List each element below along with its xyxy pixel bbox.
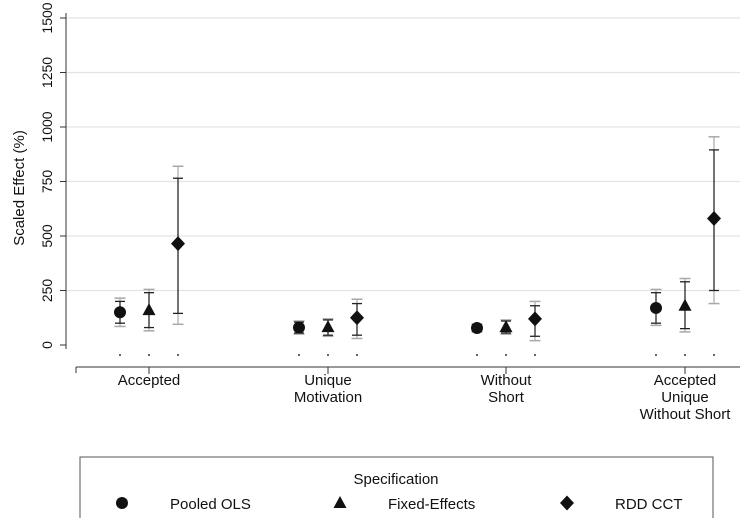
position-dot xyxy=(475,353,479,357)
legend: Specification Pooled OLS Fixed-Effects RDD… xyxy=(79,456,714,518)
series-rdd-cct xyxy=(171,136,721,357)
y-tick-label: 1250 xyxy=(39,57,55,88)
legend-entries: Pooled OLS Fixed-Effects RDD CCT xyxy=(116,495,683,513)
marker-diamond xyxy=(350,310,364,326)
position-dot xyxy=(712,353,716,357)
legend-box xyxy=(79,456,714,518)
legend-label: Pooled OLS xyxy=(170,496,251,513)
series-pooled-ols xyxy=(114,288,662,357)
position-dot xyxy=(683,353,687,357)
legend-label: RDD CCT xyxy=(615,496,683,513)
marker-diamond xyxy=(528,311,542,327)
x-tick-label: Unique xyxy=(661,389,709,406)
position-dot xyxy=(118,353,122,357)
y-tick-label: 750 xyxy=(39,170,55,194)
marker-diamond xyxy=(171,236,185,252)
x-tick-label: Without Short xyxy=(640,406,732,423)
marker-triangle xyxy=(142,303,156,316)
marker-circle xyxy=(650,301,662,314)
marker-circle xyxy=(471,321,483,334)
marker-triangle xyxy=(321,320,335,333)
marker-circle xyxy=(116,497,128,509)
grid-lines xyxy=(66,17,740,292)
x-tick-label: Accepted xyxy=(118,372,181,389)
position-dot xyxy=(504,353,508,357)
x-category-labels: Accepted UniqueMotivationWithoutShortAcce… xyxy=(118,372,732,423)
position-dot xyxy=(297,353,301,357)
y-tick-label: 1000 xyxy=(39,111,55,142)
x-tick-label: Without xyxy=(481,372,533,389)
marker-triangle xyxy=(678,298,692,311)
marker-circle xyxy=(293,321,305,334)
position-dot xyxy=(326,353,330,357)
marker-diamond xyxy=(707,211,721,227)
position-dot xyxy=(147,353,151,357)
position-dot xyxy=(176,353,180,357)
position-dot xyxy=(355,353,359,357)
x-tick-label: Accepted xyxy=(654,372,717,389)
marker-circle xyxy=(114,306,126,319)
y-tick-label: 500 xyxy=(39,224,55,248)
marker-triangle xyxy=(499,320,513,333)
legend-title: Specification xyxy=(353,471,438,488)
y-tick-label: 250 xyxy=(39,279,55,303)
marker-triangle xyxy=(333,496,347,508)
position-dot xyxy=(654,353,658,357)
legend-label: Fixed-Effects xyxy=(388,496,475,513)
y-axis-label: Scaled Effect (%) xyxy=(11,130,28,246)
data-points xyxy=(114,136,721,357)
x-tick-label: Unique xyxy=(304,372,352,389)
x-tick-label: Short xyxy=(488,389,525,406)
marker-diamond xyxy=(560,495,574,511)
y-tick-label: 0 xyxy=(39,341,55,349)
y-tick-label: 1500 xyxy=(39,2,55,33)
x-tick-label: Motivation xyxy=(294,389,362,406)
series-fixed-effects xyxy=(142,277,692,357)
axes: 0 250 500 750 1000 1250 1500 xyxy=(39,2,740,374)
position-dot xyxy=(533,353,537,357)
